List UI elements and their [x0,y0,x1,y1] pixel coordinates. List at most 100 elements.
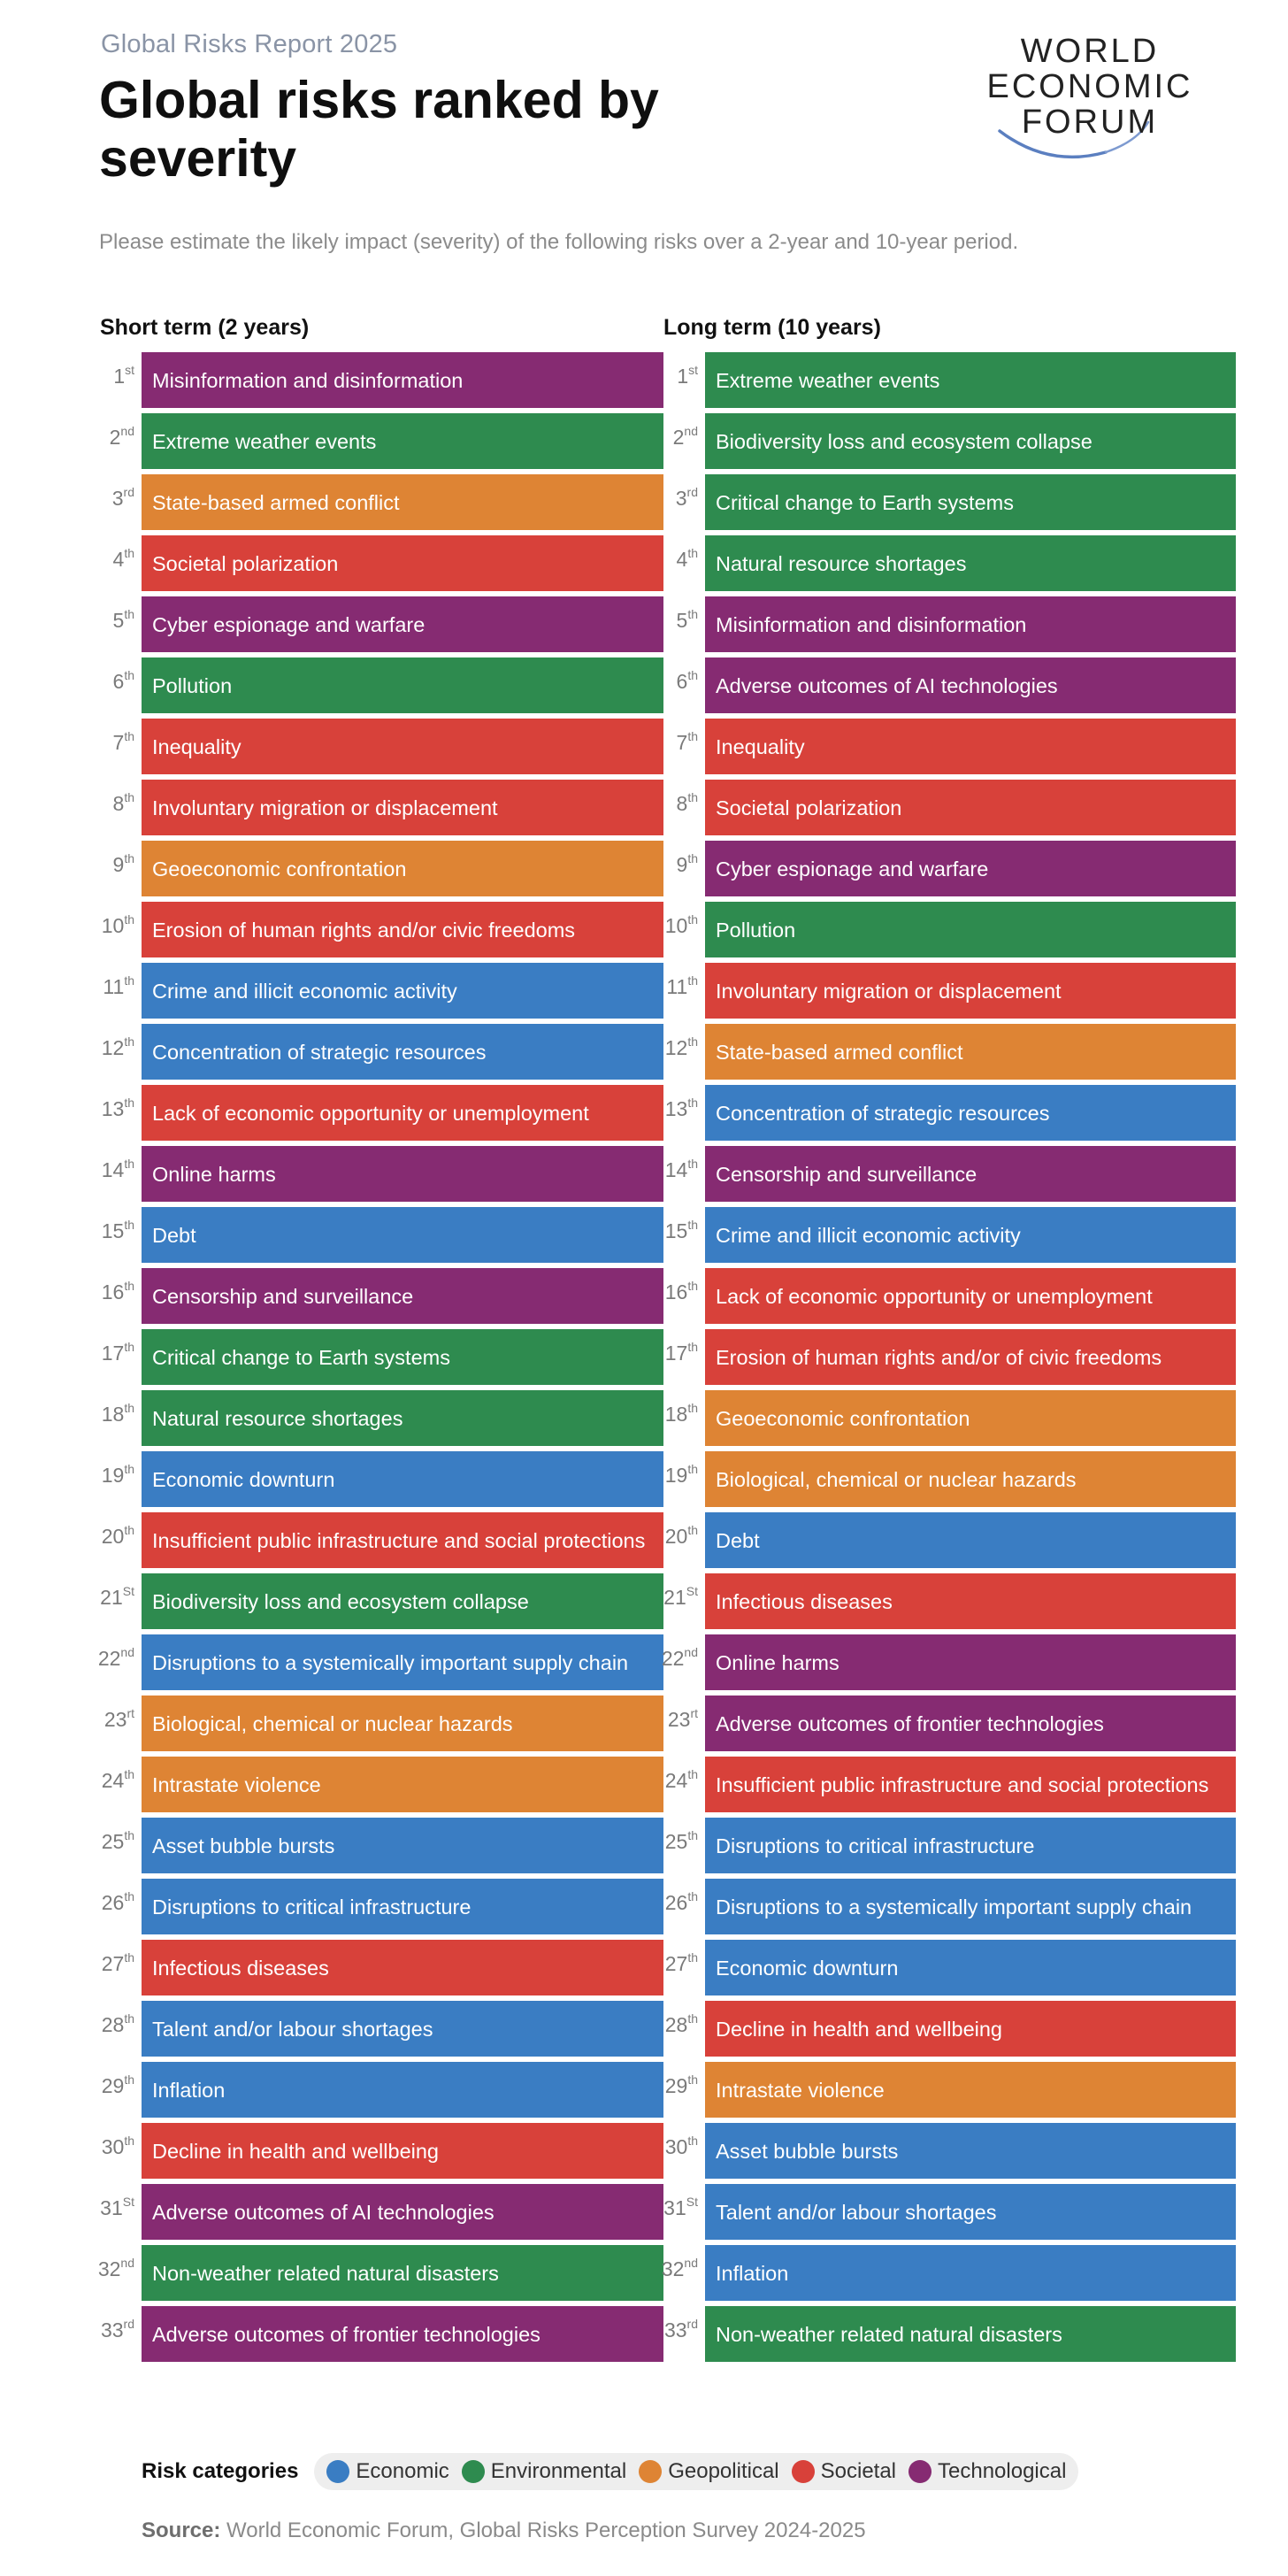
rank-number: 16 [664,1280,688,1303]
rank-number: 24 [664,1769,688,1792]
rank-label: 26th [96,1889,134,1915]
risk-bar: Debt [705,1512,1236,1568]
legend-items: Economic Environmental Geopolitical Societa… [314,2453,1079,2490]
risk-label: Critical change to Earth systems [152,1345,450,1369]
risk-bar: Inflation [705,2245,1236,2301]
risk-label: Intrastate violence [152,1772,321,1796]
risk-bar: Erosion of human rights and/or of civic … [705,1329,1236,1385]
risk-label: Inequality [716,734,805,758]
risk-label: Inflation [152,2078,226,2102]
rank-number: 6 [112,670,125,693]
rank-number: 25 [664,1830,688,1853]
legend-dot [791,2460,815,2483]
legend-label: Economic [356,2459,449,2483]
rank-suffix: th [687,1034,698,1049]
risk-label: Erosion of human rights and/or of civic … [716,1345,1162,1369]
risk-bar: Critical change to Earth systems [705,474,1236,530]
rank-label: 8th [659,790,698,816]
legend-item: Societal [791,2459,896,2484]
rank-label: 20th [659,1523,698,1549]
rank-suffix: th [124,607,134,621]
rank-suffix: th [124,1462,134,1476]
rank-label: 7th [96,729,134,755]
risk-bar: Inflation [142,2062,663,2118]
risk-bar: Concentration of strategic resources [705,1085,1236,1141]
risk-bar: Decline in health and wellbeing [142,2123,663,2179]
rank-number: 5 [112,609,125,632]
rank-label: 9th [659,851,698,877]
rank-number: 33 [100,2318,124,2341]
rank-label: 28th [659,2011,698,2037]
rank-suffix: St [686,1584,698,1598]
risk-label: Erosion of human rights and/or civic fre… [152,918,576,942]
rank-label: 12th [659,1034,698,1060]
risk-bar: Non-weather related natural disasters [705,2306,1236,2362]
rank-label: 25th [96,1828,134,1854]
rank-suffix: th [124,1523,134,1537]
risk-label: Lack of economic opportunity or unemploy… [152,1101,589,1125]
risk-label: Debt [152,1223,196,1247]
rank-label: 32nd [96,2256,134,2281]
rank-suffix: st [688,363,698,377]
rank-suffix: th [124,1218,134,1232]
risk-label: Non-weather related natural disasters [716,2322,1062,2346]
risk-bar: Asset bubble bursts [705,2123,1236,2179]
risk-label: Online harms [152,1162,276,1186]
rank-suffix: nd [120,424,134,438]
rank-label: 8th [96,790,134,816]
risk-label: Economic downturn [152,1467,335,1491]
legend: Risk categories Economic Environmental Geo… [142,2453,1079,2490]
risk-label: Societal polarization [152,551,339,575]
rank-label: 33rd [96,2317,134,2342]
rank-number: 19 [664,1464,688,1487]
risk-bar: State-based armed conflict [705,1024,1236,1080]
rank-suffix: th [124,1034,134,1049]
legend-label: Geopolitical [668,2459,779,2483]
legend-label: Technological [938,2459,1067,2483]
rank-label: 31St [96,2195,134,2220]
rank-label: 10th [96,912,134,938]
rank-suffix: th [124,1096,134,1110]
risk-label: State-based armed conflict [716,1040,963,1064]
rank-label: 5th [96,607,134,633]
rank-label: 11th [659,973,698,999]
risk-bar: Disruptions to critical infrastructure [705,1818,1236,1873]
risk-bar: Inequality [142,719,663,774]
rank-suffix: th [124,1767,134,1781]
rank-suffix: th [124,2072,134,2087]
rank-suffix: th [687,2011,698,2026]
svg-text:ECONOMIC: ECONOMIC [987,68,1193,105]
rank-suffix: rt [690,1706,698,1720]
rank-number: 14 [101,1158,125,1181]
rank-number: 30 [664,2135,688,2158]
rank-suffix: th [687,1340,698,1354]
rank-label: 1st [659,363,698,388]
risk-bar: Involuntary migration or displacement [705,963,1236,1019]
rank-number: 1 [113,365,126,388]
rank-suffix: th [124,973,134,988]
rank-suffix: th [687,1767,698,1781]
rank-suffix: th [687,1828,698,1842]
risk-bar: Online harms [705,1634,1236,1690]
rank-suffix: nd [120,2256,134,2270]
rank-label: 18th [96,1401,134,1426]
rank-label: 17th [659,1340,698,1365]
risk-bar: Geoeconomic confrontation [142,841,663,896]
risk-bar: Natural resource shortages [142,1390,663,1446]
risk-bar: Adverse outcomes of frontier technologie… [705,1696,1236,1751]
rank-label: 30th [96,2134,134,2159]
risk-bar: Geoeconomic confrontation [705,1390,1236,1446]
risk-bar: Insufficient public infrastructure and s… [705,1757,1236,1812]
rank-suffix: St [122,2195,134,2209]
rank-label: 3rd [96,485,134,511]
risk-bar: Infectious diseases [705,1573,1236,1629]
rank-label: 29th [659,2072,698,2098]
risk-label: Infectious diseases [152,1956,329,1980]
risk-label: Involuntary migration or displacement [716,979,1062,1003]
rank-suffix: th [124,729,134,743]
rank-number: 30 [101,2135,125,2158]
legend-title: Risk categories [142,2459,299,2483]
rank-suffix: rt [126,1706,134,1720]
rank-suffix: rd [686,2317,698,2331]
rank-number: 6 [676,670,688,693]
